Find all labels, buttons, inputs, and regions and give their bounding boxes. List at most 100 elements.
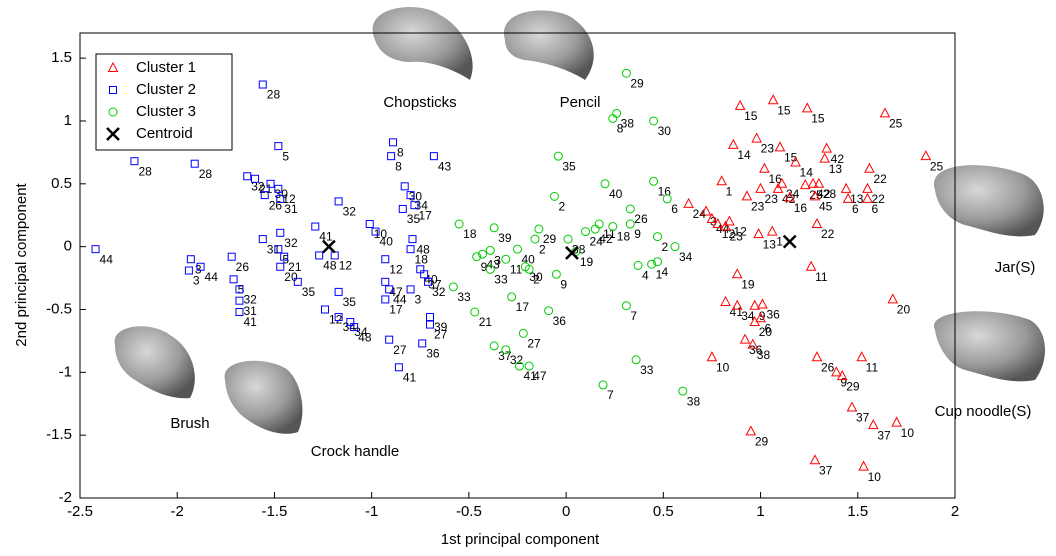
circle-marker bbox=[582, 228, 590, 236]
circle-marker bbox=[634, 262, 642, 270]
point-label: 24 bbox=[590, 235, 604, 249]
circle-marker bbox=[650, 177, 658, 185]
x-tick-label: -0.5 bbox=[456, 503, 482, 520]
point-label: 40 bbox=[609, 187, 623, 201]
annotation: Jar(S) bbox=[995, 259, 1036, 276]
circle-marker bbox=[455, 220, 463, 228]
square-marker bbox=[399, 205, 406, 212]
point-label: 16 bbox=[794, 201, 808, 215]
square-marker bbox=[92, 246, 99, 253]
point-label: 20 bbox=[759, 325, 773, 339]
square-marker bbox=[407, 286, 414, 293]
point-label: 15 bbox=[811, 112, 825, 126]
y-tick-label: 0 bbox=[64, 238, 72, 255]
annotation: Pencil bbox=[560, 94, 601, 111]
square-marker bbox=[322, 306, 329, 313]
point-label: 17 bbox=[418, 208, 432, 222]
circle-marker bbox=[599, 381, 607, 389]
point-label: 21 bbox=[479, 315, 493, 329]
square-marker bbox=[430, 153, 437, 160]
circle-marker bbox=[519, 329, 527, 337]
point-label: 22 bbox=[821, 227, 835, 241]
point-label: 36 bbox=[767, 308, 781, 322]
annotation: Cup noodle(S) bbox=[935, 403, 1032, 420]
point-label: 26 bbox=[634, 212, 648, 226]
circle-marker bbox=[622, 302, 630, 310]
circle-marker bbox=[514, 245, 522, 253]
point-label: 26 bbox=[236, 260, 250, 274]
point-label: 32 bbox=[432, 285, 446, 299]
point-label: 23 bbox=[751, 200, 765, 214]
point-label: 33 bbox=[457, 290, 471, 304]
circle-marker bbox=[508, 293, 516, 301]
square-marker bbox=[382, 256, 389, 263]
y-tick-label: 1 bbox=[64, 112, 72, 129]
legend-label: Centroid bbox=[136, 125, 193, 142]
circle-marker bbox=[632, 356, 640, 364]
point-label: 38 bbox=[687, 394, 701, 408]
point-label: 38 bbox=[757, 348, 771, 362]
circle-marker bbox=[545, 307, 553, 315]
square-marker bbox=[316, 252, 323, 259]
point-label: 14 bbox=[800, 166, 814, 180]
point-label: 40 bbox=[380, 235, 394, 249]
point-label: 25 bbox=[889, 117, 903, 131]
square-marker bbox=[131, 158, 138, 165]
point-label: 16 bbox=[768, 172, 782, 186]
point-label: 9 bbox=[560, 277, 567, 291]
point-label: 41 bbox=[403, 370, 417, 384]
x-tick-label: 1 bbox=[756, 503, 764, 520]
point-label: 37 bbox=[856, 411, 870, 425]
square-marker bbox=[395, 364, 402, 371]
point-label: 29 bbox=[630, 76, 644, 90]
circle-marker bbox=[564, 235, 572, 243]
point-label: 2 bbox=[558, 200, 565, 214]
square-marker bbox=[259, 236, 266, 243]
point-label: 35 bbox=[562, 159, 576, 173]
point-label: 41 bbox=[319, 230, 333, 244]
point-label: 18 bbox=[415, 252, 429, 266]
point-label: 27 bbox=[434, 328, 448, 342]
point-label: 48 bbox=[323, 259, 337, 273]
circle-marker bbox=[502, 255, 510, 263]
circle-marker bbox=[490, 342, 498, 350]
point-label: 28 bbox=[267, 88, 281, 102]
point-label: 6 bbox=[872, 202, 879, 216]
x-axis-title: 1st principal component bbox=[441, 531, 600, 548]
point-label: 17 bbox=[516, 300, 530, 314]
square-marker bbox=[335, 288, 342, 295]
point-label: 10 bbox=[901, 426, 915, 440]
point-label: 43 bbox=[438, 159, 452, 173]
point-label: 3 bbox=[415, 293, 422, 307]
circle-marker bbox=[650, 117, 658, 125]
point-label: 1 bbox=[726, 184, 733, 198]
point-label: 12 bbox=[339, 259, 353, 273]
point-label: 44 bbox=[100, 252, 114, 266]
point-label: 29 bbox=[755, 435, 769, 449]
square-marker bbox=[277, 229, 284, 236]
point-label: 31 bbox=[284, 202, 298, 216]
circle-marker bbox=[552, 270, 560, 278]
point-label: 48 bbox=[358, 330, 372, 344]
square-marker bbox=[390, 139, 397, 146]
circle-marker bbox=[550, 192, 558, 200]
point-label: 10 bbox=[716, 360, 730, 374]
point-label: 11 bbox=[866, 360, 879, 374]
point-label: 15 bbox=[744, 109, 758, 123]
point-label: 4 bbox=[642, 269, 649, 283]
square-marker bbox=[185, 267, 192, 274]
point-label: 14 bbox=[737, 148, 751, 162]
x-tick-label: 2 bbox=[951, 503, 959, 520]
point-label: 30 bbox=[658, 124, 672, 138]
legend-label: Cluster 1 bbox=[136, 59, 196, 76]
square-marker bbox=[236, 297, 243, 304]
point-label: 34 bbox=[679, 250, 693, 264]
point-label: 27 bbox=[527, 337, 541, 351]
circle-marker bbox=[679, 387, 687, 395]
chart: 1st principal component 2nd principal co… bbox=[0, 0, 1056, 551]
point-label: 3 bbox=[193, 274, 200, 288]
legend-label: Cluster 2 bbox=[136, 81, 196, 98]
point-label: 28 bbox=[138, 164, 152, 178]
circle-marker bbox=[535, 225, 543, 233]
point-label: 32 bbox=[343, 205, 357, 219]
